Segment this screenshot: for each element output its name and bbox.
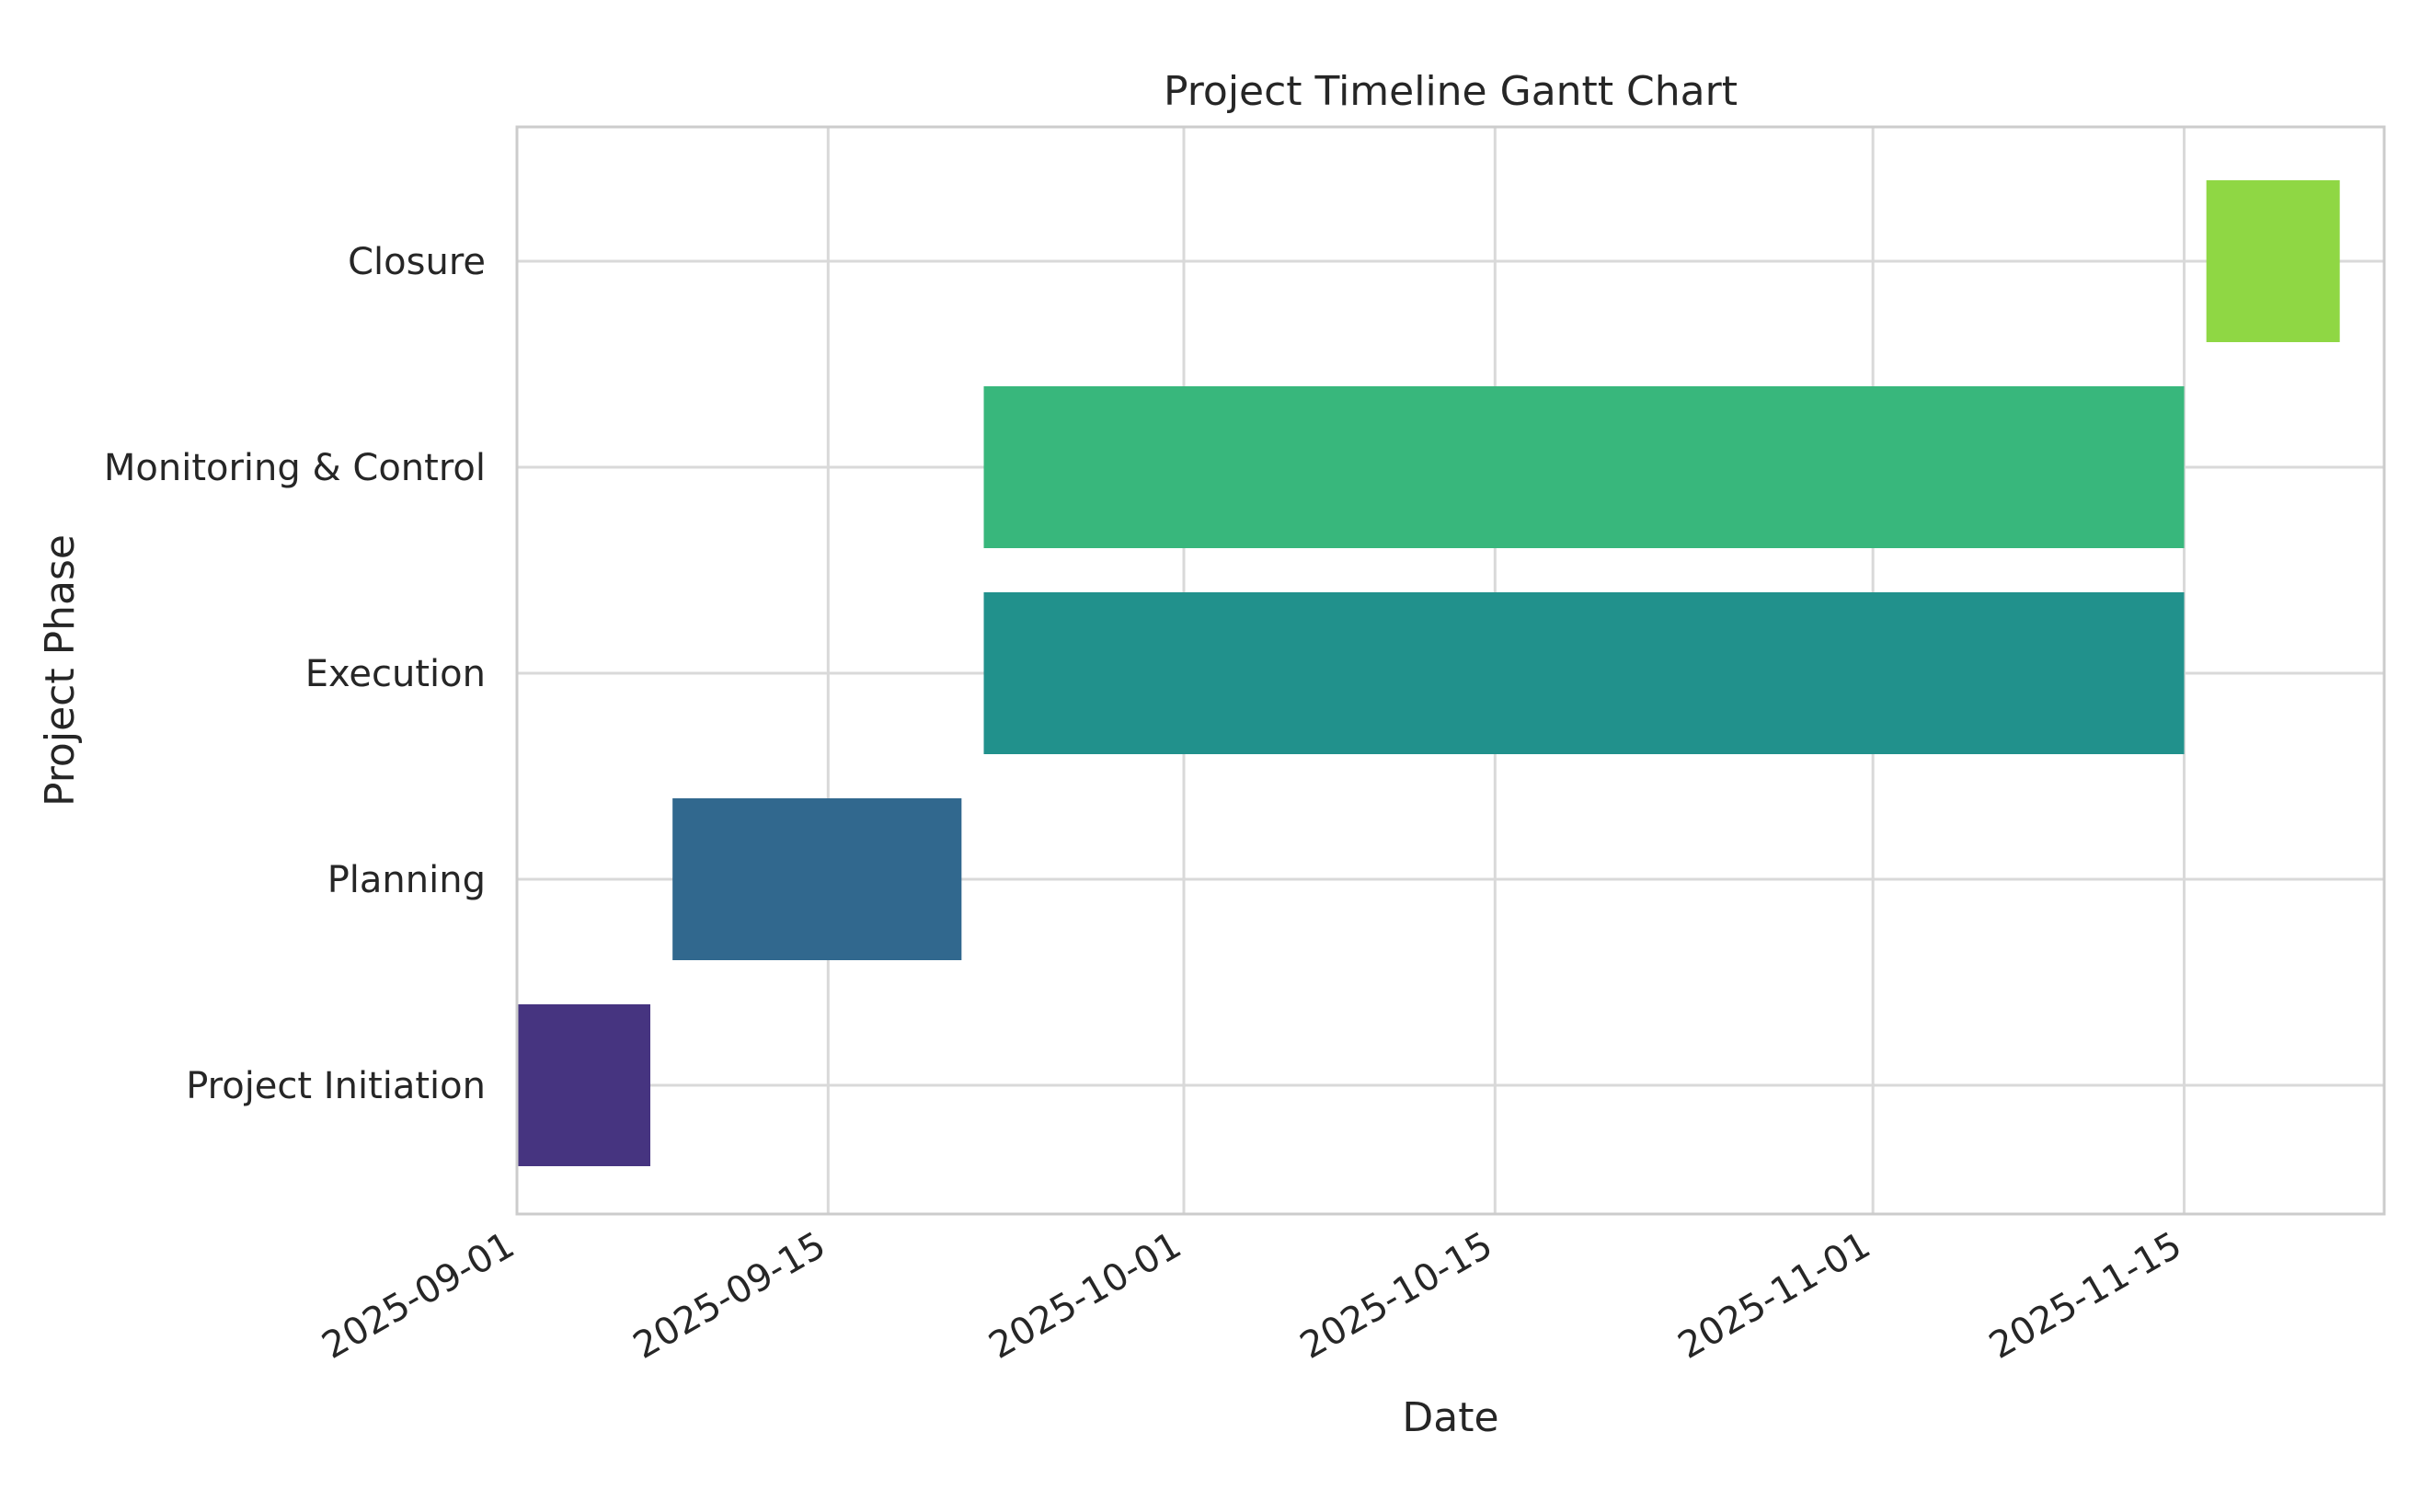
x-axis-label: Date xyxy=(1402,1394,1498,1441)
y-axis-label: Project Phase xyxy=(37,534,84,807)
bar-planning xyxy=(672,798,962,960)
y-tick-labels: Project Initiation Planning Execution Monit… xyxy=(104,241,486,1107)
bar-layer xyxy=(517,180,2340,1166)
bar-execution xyxy=(983,592,2185,754)
y-tick-label: Planning xyxy=(327,859,486,901)
y-tick-label: Project Initiation xyxy=(186,1065,486,1107)
bar-monitoring-and-control xyxy=(983,386,2185,548)
y-tick-label: Monitoring & Control xyxy=(104,447,486,489)
plot-frame xyxy=(515,125,2386,1216)
y-tick-label: Closure xyxy=(348,241,486,283)
chart-title: Project Timeline Gantt Chart xyxy=(1164,68,1738,115)
bar-closure xyxy=(2206,180,2340,342)
y-tick-label: Execution xyxy=(305,653,486,695)
bar-project-initiation xyxy=(517,1004,650,1166)
